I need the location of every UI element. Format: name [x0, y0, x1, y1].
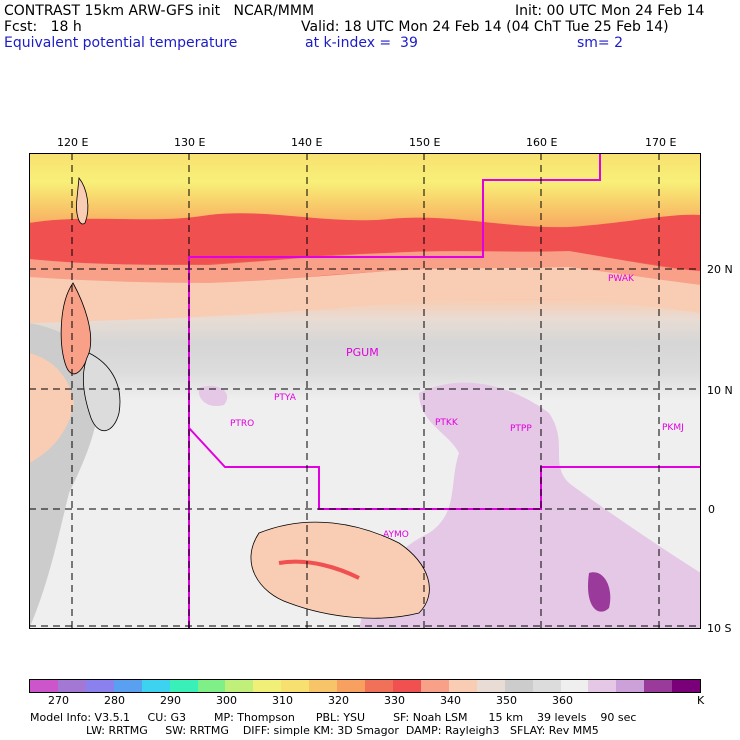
graticule	[29, 153, 701, 629]
colorbar-label: 290	[160, 694, 181, 707]
colorbar-label: 320	[328, 694, 349, 707]
colorbar-swatch	[85, 680, 114, 692]
lat-label-20n: 20 N	[707, 263, 733, 276]
colorbar-swatch	[560, 680, 589, 692]
colorbar-swatch	[476, 680, 505, 692]
lon-label-120e: 120 E	[57, 136, 89, 149]
colorbar-swatch	[616, 680, 645, 692]
colorbar-swatch	[113, 680, 142, 692]
colorbar-swatch	[57, 680, 86, 692]
colorbar-swatch	[448, 680, 477, 692]
chart-title: CONTRAST 15km ARW-GFS init NCAR/MMM	[4, 3, 315, 19]
lon-label-170e: 170 E	[645, 136, 677, 149]
station-label: PTPP	[510, 424, 532, 434]
init-time: Init: 00 UTC Mon 24 Feb 14	[515, 3, 705, 19]
station-label: PWAK	[608, 274, 634, 284]
colorbar-swatch	[30, 680, 58, 692]
colorbar-swatch	[253, 680, 282, 692]
station-label: PKMJ	[662, 423, 684, 433]
forecast-hour: Fcst: 18 h	[4, 19, 82, 35]
colorbar-swatch	[644, 680, 673, 692]
colorbar-label: 350	[496, 694, 517, 707]
model-info-line2: LW: RRTMG SW: RRTMG DIFF: simple KM: 3D …	[30, 724, 599, 737]
lat-label-10s: 10 S	[707, 622, 732, 635]
colorbar-swatch	[309, 680, 338, 692]
station-label: PTYA	[274, 393, 296, 403]
station-label: PTRO	[230, 419, 255, 429]
colorbar-label: 270	[48, 694, 69, 707]
colorbar-swatch	[141, 680, 170, 692]
station-label: PTKK	[435, 418, 458, 428]
colorbar-swatch	[225, 680, 254, 692]
smoothing-info: sm= 2	[577, 35, 624, 51]
colorbar-swatch	[532, 680, 561, 692]
station-label: PGUM	[346, 346, 379, 359]
colorbar-label: 300	[216, 694, 237, 707]
lat-label-10n: 10 N	[707, 384, 733, 397]
level-info: at k-index = 39	[305, 35, 418, 51]
lon-label-160e: 160 E	[526, 136, 558, 149]
model-info-line1: Model Info: V3.5.1 CU: G3 MP: Thompson P…	[30, 711, 637, 724]
colorbar-swatch	[672, 680, 701, 692]
lat-label-0: 0	[708, 503, 715, 516]
inner-domain-south	[188, 425, 701, 629]
colorbar-swatch	[337, 680, 366, 692]
valid-time: Valid: 18 UTC Mon 24 Feb 14 (04 ChT Tue …	[301, 19, 669, 35]
station-label: AYMO	[383, 530, 409, 540]
field-name: Equivalent potential temperature	[4, 35, 238, 51]
colorbar-swatch	[392, 680, 421, 692]
colorbar-swatch	[365, 680, 393, 692]
colorbar-swatch	[504, 680, 533, 692]
colorbar-label: 280	[104, 694, 125, 707]
colorbar-unit: K	[697, 694, 705, 707]
colorbar-label: 340	[440, 694, 461, 707]
map-panel	[29, 153, 701, 629]
colorbar-label: 330	[384, 694, 405, 707]
colorbar-swatch	[281, 680, 310, 692]
colorbar-swatch	[420, 680, 449, 692]
colorbar	[29, 679, 701, 693]
map-border	[29, 153, 701, 629]
lon-label-140e: 140 E	[291, 136, 323, 149]
colorbar-swatch	[169, 680, 198, 692]
colorbar-swatch	[588, 680, 617, 692]
theta-e-field	[29, 153, 701, 629]
lon-label-130e: 130 E	[174, 136, 206, 149]
colorbar-label: 310	[272, 694, 293, 707]
colorbar-label: 360	[552, 694, 573, 707]
lon-label-150e: 150 E	[409, 136, 441, 149]
colorbar-swatch	[197, 680, 226, 692]
